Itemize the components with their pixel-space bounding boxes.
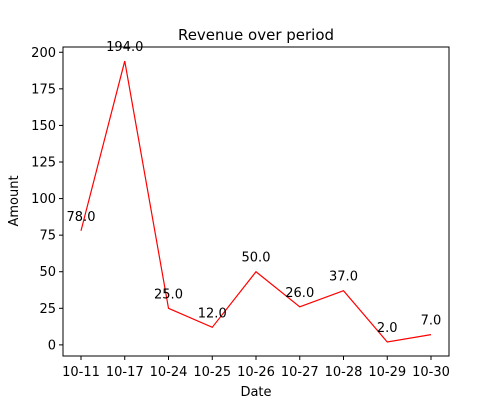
y-axis: 0 25 50 75 100 125 150 175 200 [31,46,63,353]
y-tick-label: 75 [39,229,56,244]
y-tick-label: 175 [31,82,56,97]
data-label: 194.0 [106,40,143,55]
x-tick-label: 10-24 [150,365,188,380]
x-axis: 10-11 10-17 10-24 10-25 10-26 10-27 10-28 10-29… [62,356,450,380]
data-label: 25.0 [154,287,183,302]
data-label: 12.0 [198,306,227,321]
x-tick-label: 10-27 [281,365,319,380]
y-tick-label: 25 [39,302,56,317]
y-tick-label: 100 [31,192,56,207]
chart-title: Revenue over period [178,26,334,44]
y-tick-label: 200 [31,46,56,61]
y-tick-label: 0 [48,338,56,353]
data-labels: 78.0 194.0 25.0 12.0 50.0 26.0 37.0 2.0 7.0 [67,40,442,336]
x-axis-title: Date [240,385,271,400]
x-tick-label: 10-28 [325,365,363,380]
x-tick-label: 10-26 [237,365,275,380]
revenue-line [80,60,432,343]
data-label: 78.0 [67,210,96,225]
x-tick-label: 10-30 [412,365,450,380]
data-label: 2.0 [377,321,398,336]
x-tick-label: 10-11 [62,365,100,380]
x-tick-label: 10-25 [193,365,231,380]
plot-frame [62,46,450,357]
y-tick-label: 50 [39,265,56,280]
y-tick-label: 125 [31,155,56,170]
data-label: 50.0 [242,251,271,266]
data-label: 37.0 [329,270,358,285]
data-label: 26.0 [285,286,314,301]
x-tick-label: 10-29 [368,365,406,380]
y-axis-title: Amount [7,175,22,226]
x-tick-label: 10-17 [106,365,144,380]
data-label: 7.0 [421,314,442,329]
y-tick-label: 150 [31,119,56,134]
